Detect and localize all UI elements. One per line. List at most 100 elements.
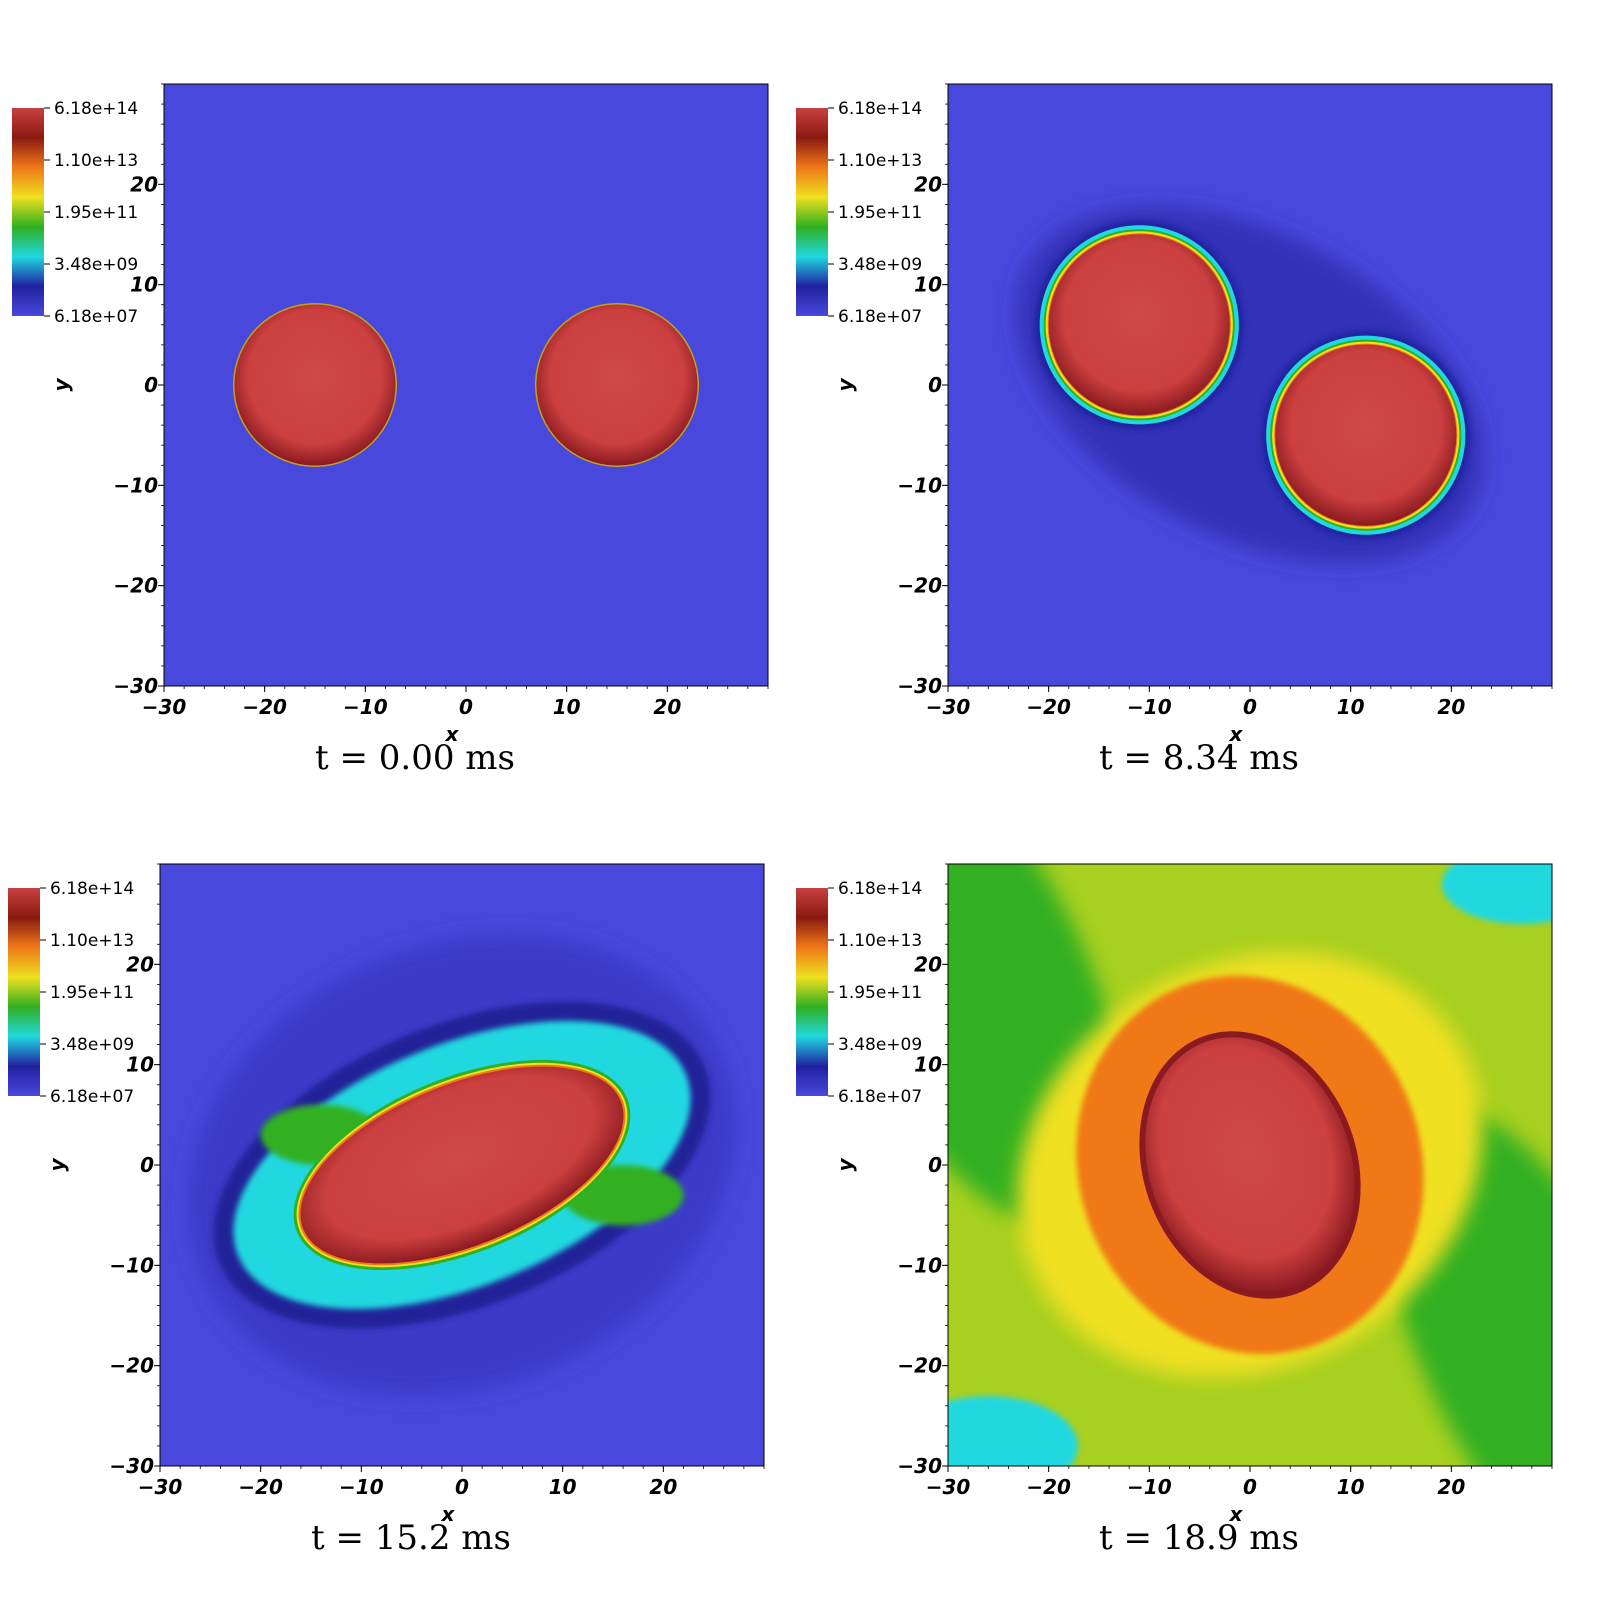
heatmap-svg-3: −30 −20 −10 0 10 20 −30 −20 −10 0 10 20 x y 6.18e+14 1.…: [8, 863, 765, 1526]
colorbar-label: 6.18e+07: [50, 1087, 134, 1107]
colorbar-label: 6.18e+07: [838, 1087, 922, 1107]
x-tick-label: 20: [1437, 695, 1465, 719]
remnant-core: [1145, 1037, 1355, 1293]
colorbar-label: 6.18e+07: [838, 307, 922, 327]
y-tick-label: −30: [897, 1454, 942, 1478]
colorbar-gradient: [796, 108, 828, 316]
x-tick-label: −30: [926, 1475, 971, 1499]
x-tick-label: 20: [649, 1475, 677, 1499]
time-label-1: t = 0.00 ms: [315, 738, 515, 778]
time-label-2: t = 8.34 ms: [1099, 738, 1299, 778]
x-tick-label: 10: [1337, 695, 1365, 719]
colorbar-label: 1.10e+13: [54, 151, 138, 171]
colorbar-label: 6.18e+14: [50, 879, 134, 899]
y-tick-label: 10: [126, 1053, 154, 1077]
colorbar-label: 1.10e+13: [50, 931, 134, 951]
y-tick-label: 10: [914, 273, 942, 297]
y-tick-label: 0: [928, 1153, 942, 1177]
x-tick-label: 10: [1337, 1475, 1365, 1499]
y-tick-label: 20: [130, 172, 158, 196]
colorbar-label: 3.48e+09: [838, 1035, 922, 1055]
colorbar-label: 3.48e+09: [50, 1035, 134, 1055]
colorbar-label: 3.48e+09: [838, 255, 922, 275]
y-tick-label: 20: [914, 172, 942, 196]
colorbar-label: 1.95e+11: [838, 983, 922, 1003]
heatmap-svg-2: −30 −20 −10 0 10 20 −30 −20 −10 0 10 20 x y 6.18e+14 1.…: [796, 83, 1553, 746]
colorbar-gradient: [796, 888, 828, 1096]
colorbar-label: 6.18e+14: [838, 879, 922, 899]
axes: −30 −20 −10 0 10 20 −30 −20 −10 0 10 20 x y: [833, 83, 1553, 746]
x-tick-label: −20: [238, 1475, 283, 1499]
density-field: [160, 864, 764, 1466]
y-axis-label: y: [45, 1158, 69, 1172]
colorbar-gradient: [12, 108, 44, 316]
axes: −30 −20 −10 0 10 20 −30 −20 −10 0 10 20 x y: [833, 863, 1553, 1526]
colorbar: 6.18e+14 1.10e+13 1.95e+11 3.48e+09 6.18e+07: [796, 99, 922, 327]
panel-1: −30 −20 −10 0 10 20 −30 −20 −10 0 10 20 x y 6.18e+14 1.…: [0, 0, 800, 800]
y-tick-label: 10: [914, 1053, 942, 1077]
x-tick-label: −10: [339, 1475, 384, 1499]
panel-2: −30 −20 −10 0 10 20 −30 −20 −10 0 10 20 x y 6.18e+14 1.…: [784, 0, 1584, 800]
x-tick-label: −20: [242, 695, 287, 719]
colorbar-gradient: [8, 888, 40, 1096]
y-axis-label: y: [833, 1158, 857, 1172]
y-tick-label: −30: [109, 1454, 154, 1478]
colorbar: 6.18e+14 1.10e+13 1.95e+11 3.48e+09 6.18e+07: [8, 879, 134, 1107]
y-tick-label: 20: [914, 952, 942, 976]
density-field: [948, 864, 1552, 1466]
x-tick-label: −10: [343, 695, 388, 719]
x-tick-label: −30: [926, 695, 971, 719]
x-axis-label: x: [441, 1502, 456, 1526]
star-1: [234, 304, 396, 466]
merged-core: [300, 1066, 624, 1264]
y-tick-label: −20: [109, 1354, 154, 1378]
x-tick-label: 20: [653, 695, 681, 719]
heatmap-svg-4: −30 −20 −10 0 10 20 −30 −20 −10 0 10 20 x y 6.18e+14 1.…: [796, 863, 1553, 1526]
y-tick-label: −20: [897, 574, 942, 598]
y-tick-label: −30: [897, 674, 942, 698]
density-field: [164, 84, 768, 686]
x-tick-label: −20: [1026, 1475, 1071, 1499]
y-axis-label: y: [49, 378, 73, 392]
x-tick-label: −30: [142, 695, 187, 719]
y-tick-label: −10: [897, 473, 942, 497]
star-2: [536, 304, 698, 466]
density-field: [948, 84, 1552, 686]
x-tick-label: −10: [1127, 1475, 1172, 1499]
x-tick-label: −20: [1026, 695, 1071, 719]
colorbar: 6.18e+14 1.10e+13 1.95e+11 3.48e+09 6.18e+07: [12, 99, 138, 327]
y-tick-label: 0: [144, 373, 158, 397]
colorbar-label: 1.95e+11: [838, 203, 922, 223]
y-tick-label: 20: [126, 952, 154, 976]
y-tick-label: 0: [140, 1153, 154, 1177]
x-tick-label: 10: [549, 1475, 577, 1499]
colorbar: 6.18e+14 1.10e+13 1.95e+11 3.48e+09 6.18e+07: [796, 879, 922, 1107]
y-tick-label: −20: [113, 574, 158, 598]
colorbar-label: 1.95e+11: [50, 983, 134, 1003]
colorbar-label: 1.10e+13: [838, 931, 922, 951]
x-tick-label: 0: [459, 695, 473, 719]
x-axis-label: x: [1229, 1502, 1244, 1526]
panel-3: −30 −20 −10 0 10 20 −30 −20 −10 0 10 20 x y 6.18e+14 1.…: [0, 780, 796, 1580]
x-tick-label: 20: [1437, 1475, 1465, 1499]
x-tick-label: 10: [553, 695, 581, 719]
y-tick-label: −10: [109, 1253, 154, 1277]
colorbar-label: 6.18e+14: [54, 99, 138, 119]
x-axis-label: x: [1229, 722, 1244, 746]
x-tick-label: −30: [138, 1475, 183, 1499]
time-label-4: t = 18.9 ms: [1099, 1518, 1299, 1558]
y-tick-label: 0: [928, 373, 942, 397]
y-axis-label: y: [833, 378, 857, 392]
x-tick-label: 0: [1243, 695, 1257, 719]
cyan-region-sw: [948, 1396, 1078, 1466]
x-axis-label: x: [445, 722, 460, 746]
colorbar-label: 1.10e+13: [838, 151, 922, 171]
axes: −30 −20 −10 0 10 20 −30 −20 −10 0 10 20 x y: [45, 863, 765, 1526]
x-tick-label: −10: [1127, 695, 1172, 719]
panel-4: −30 −20 −10 0 10 20 −30 −20 −10 0 10 20 x y 6.18e+14 1.…: [784, 780, 1584, 1580]
y-tick-label: −10: [897, 1253, 942, 1277]
star-1: [1048, 234, 1230, 416]
colorbar-label: 3.48e+09: [54, 255, 138, 275]
y-tick-label: −20: [897, 1354, 942, 1378]
star-2: [1275, 344, 1457, 526]
